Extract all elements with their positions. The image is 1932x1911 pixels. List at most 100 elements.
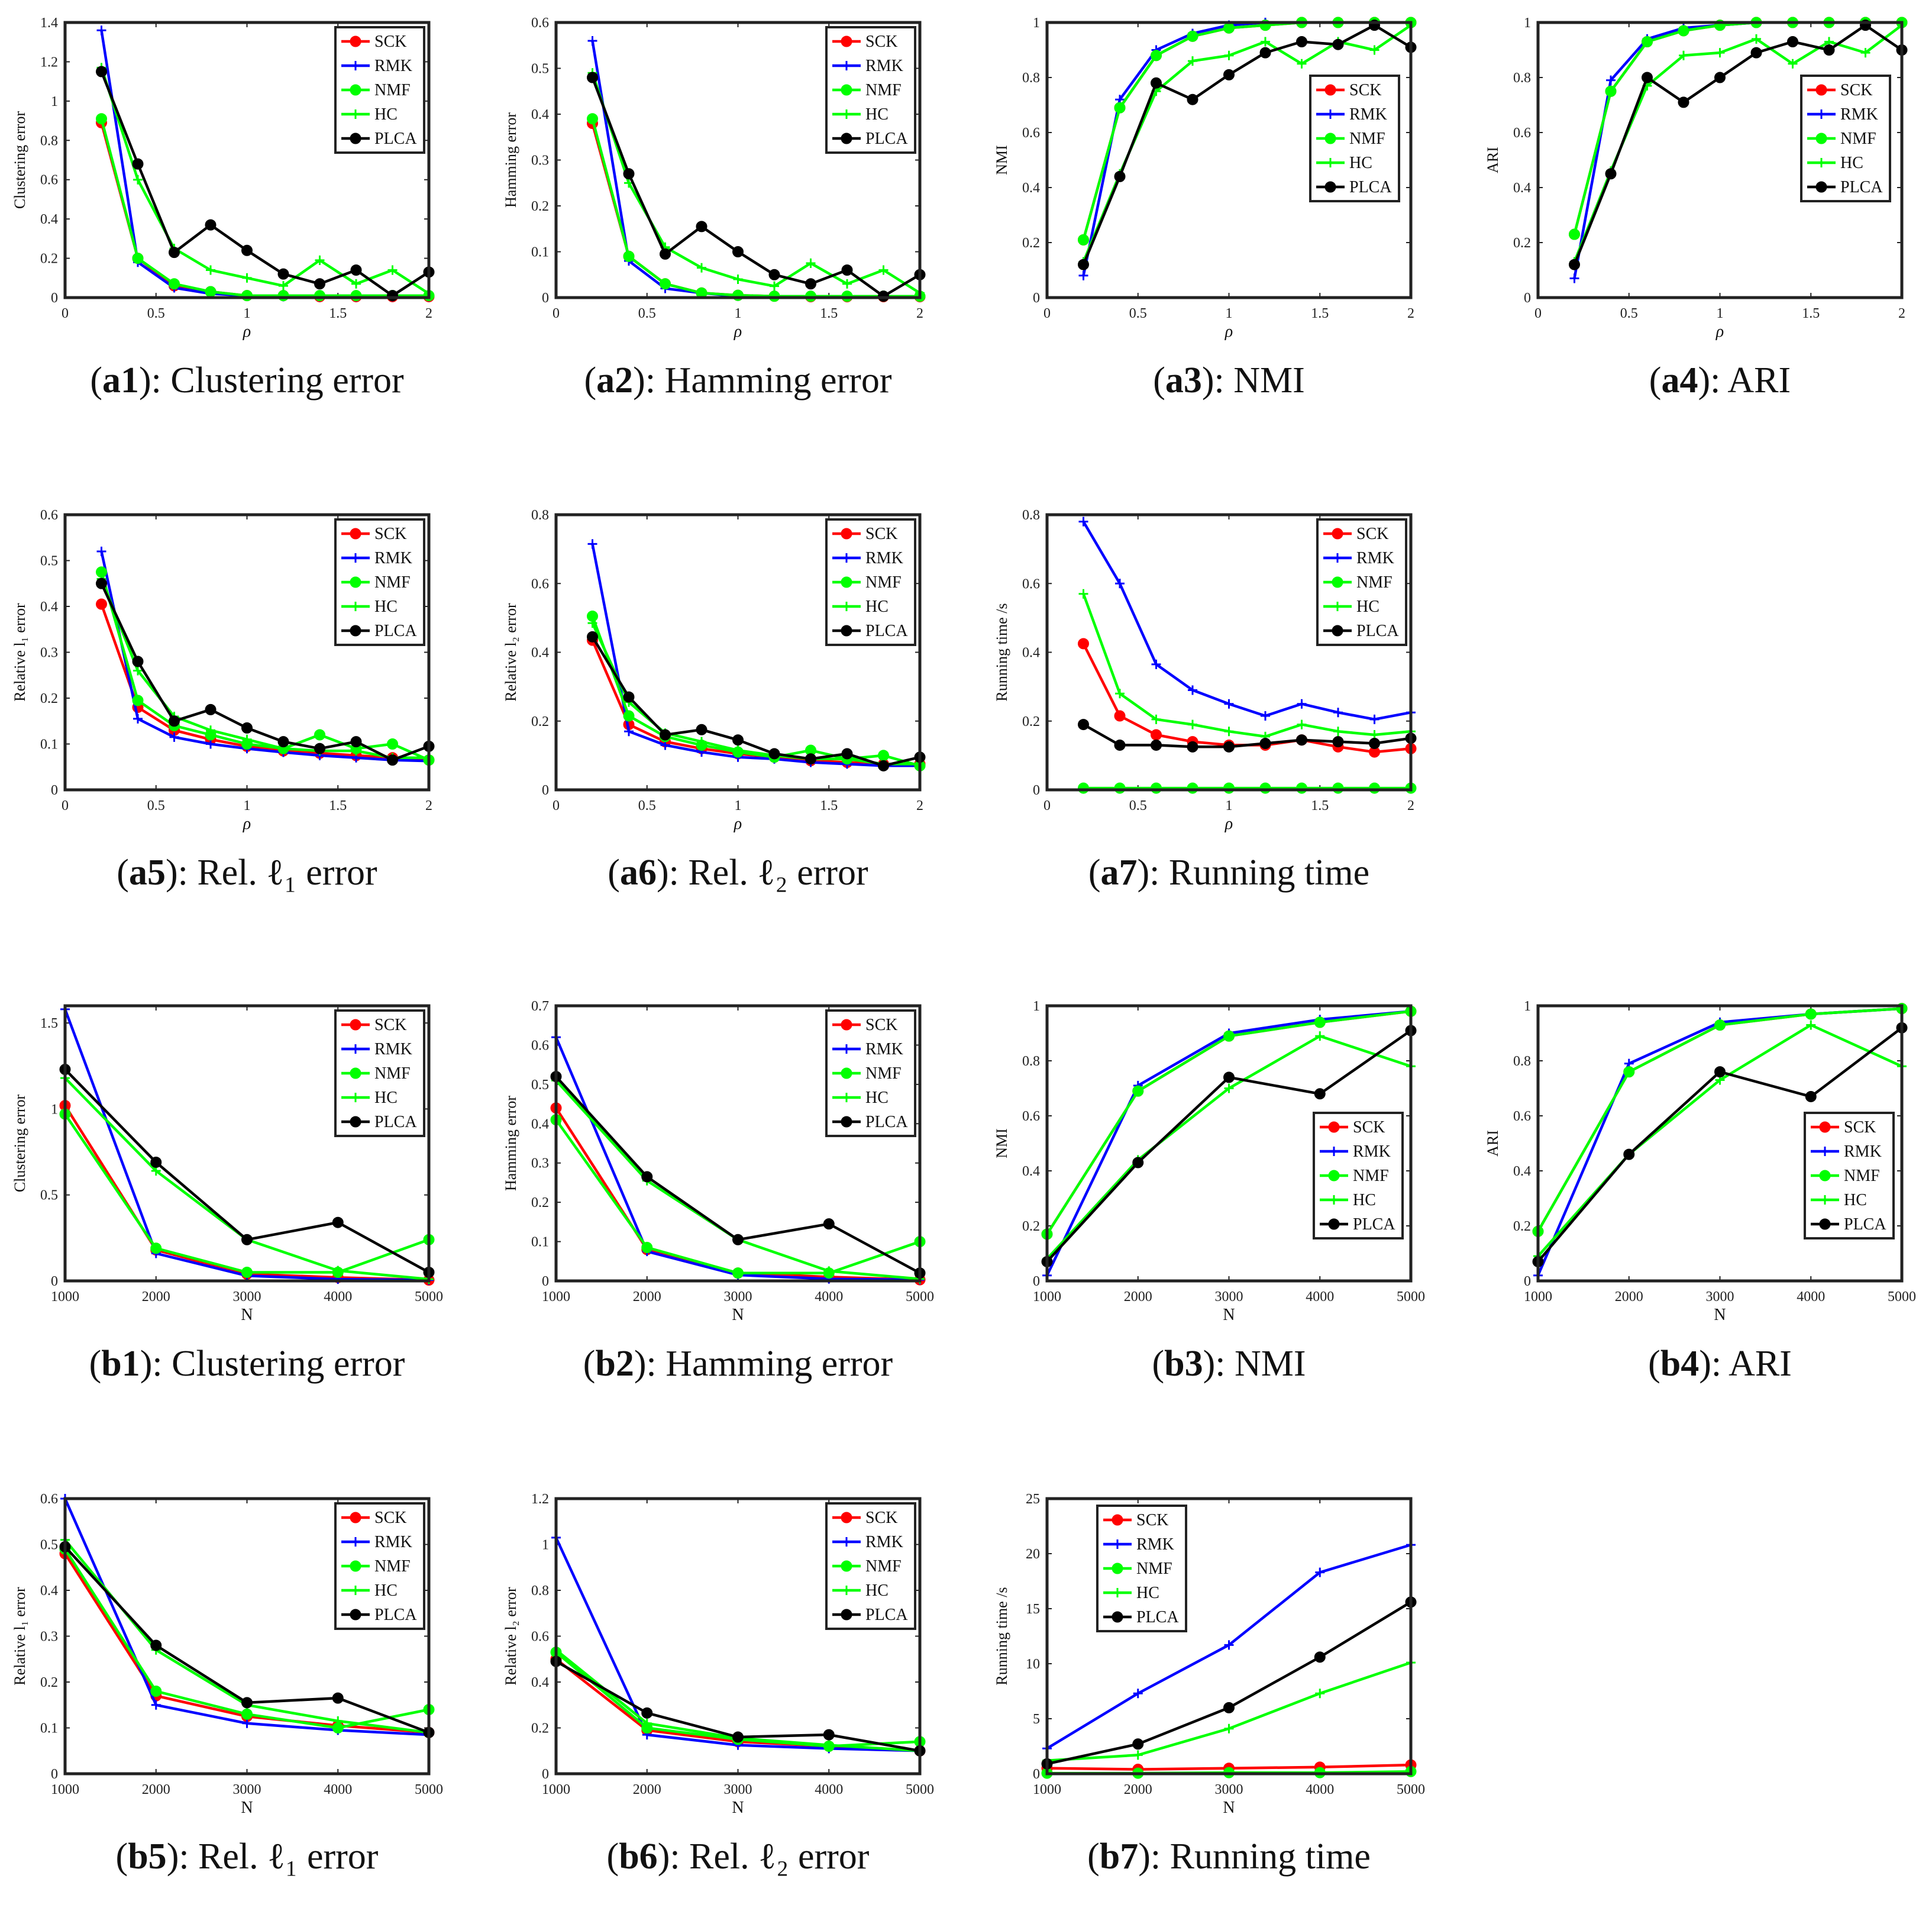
point-hc [1715, 48, 1725, 58]
legend-marker-plca [1328, 1218, 1340, 1230]
point-plca [1259, 738, 1271, 750]
point-hc [806, 258, 816, 268]
series-line-nmf [555, 1119, 920, 1274]
panel-caption: (b1): Clustering error [89, 1344, 405, 1384]
y-tick-label: 0.3 [531, 153, 549, 169]
legend-marker-plca [350, 1609, 361, 1621]
x-tick-label: 2000 [1124, 1782, 1152, 1797]
point-nmf [641, 1242, 653, 1254]
point-rmk [242, 1718, 252, 1728]
legend-label-plca: PLCA [1844, 1215, 1886, 1234]
y-axis-label: Clustering error [11, 111, 28, 209]
point-nmf [1332, 782, 1344, 794]
y-tick-label: 0.2 [531, 714, 549, 729]
point-hc [824, 1266, 834, 1276]
legend-label-sck: SCK [374, 525, 406, 543]
y-axis-label: Relative l₁ error [11, 603, 28, 702]
point-rmk [1606, 75, 1616, 85]
point-hc [824, 1740, 834, 1750]
legend-marker-sck [1819, 1121, 1831, 1133]
chart-b4: 1000 2000 3000 4000 5000 0 0.2 0.4 0.6 0.8 1 N ARI SC… [1484, 999, 1916, 1384]
legend-marker-plca [841, 1609, 852, 1621]
point-hc [1078, 589, 1088, 599]
legend-marker-hc [842, 1586, 851, 1595]
legend-marker-sck [841, 528, 852, 540]
point-plca [1332, 38, 1344, 50]
y-axis-label: Relative l₁ error [11, 1587, 28, 1686]
point-hc [878, 265, 889, 275]
y-tick-label: 0.2 [1513, 1219, 1531, 1234]
y-tick-label: 0.2 [531, 199, 549, 214]
point-hc [1297, 719, 1307, 729]
plot-frame [1536, 1004, 1904, 1283]
y-axis-label: Clustering error [11, 1094, 28, 1192]
point-plca [732, 246, 744, 257]
point-nmf [314, 729, 325, 741]
legend-label-hc: HC [865, 1581, 889, 1600]
x-tick-label: 0.5 [638, 306, 656, 321]
x-tick-label: 4000 [1306, 1289, 1334, 1305]
legend-marker-hc [351, 109, 360, 119]
point-nmf [1187, 782, 1198, 794]
point-plca [96, 66, 107, 78]
point-rmk [1315, 1567, 1325, 1577]
x-tick-label: 5000 [415, 1782, 443, 1797]
legend-label-sck: SCK [374, 1016, 406, 1034]
point-plca [1314, 1651, 1326, 1663]
legend-marker-hc [1817, 158, 1826, 167]
y-axis-label: NMI [993, 145, 1010, 175]
panel-caption: (b6): Rel. ℓ₂ error [607, 1836, 870, 1877]
x-axis-label: N [241, 1799, 253, 1817]
legend-marker-nmf [1332, 576, 1343, 588]
y-tick-label: 0.6 [1513, 125, 1531, 141]
legend-label-plca: PLCA [374, 622, 417, 640]
y-tick-label: 0.4 [1022, 645, 1040, 661]
legend-marker-rmk [351, 1044, 360, 1054]
panel-caption: (b3): NMI [1152, 1344, 1306, 1384]
legend-marker-rmk [1326, 109, 1335, 119]
point-rmk [1261, 711, 1270, 721]
series-group [550, 1532, 926, 1757]
legend-label-plca: PLCA [374, 1606, 417, 1624]
point-plca [805, 278, 816, 290]
legend-marker-plca [841, 1116, 852, 1128]
y-tick-label: 0.2 [1513, 235, 1531, 251]
y-tick-label: 0.2 [40, 691, 58, 706]
point-plca [350, 264, 362, 276]
legend-label-rmk: RMK [865, 549, 903, 567]
point-nmf [1187, 30, 1198, 42]
y-tick-label: 0.5 [531, 1077, 549, 1093]
x-tick-label: 3000 [724, 1782, 752, 1797]
y-tick-label: 0.3 [40, 645, 58, 661]
point-plca [696, 221, 707, 233]
point-rmk [1297, 699, 1307, 709]
legend-label-sck: SCK [1356, 525, 1388, 543]
point-nmf [241, 1708, 253, 1720]
y-tick-label: 0 [542, 783, 549, 798]
y-tick-label: 1.2 [40, 54, 58, 70]
legend-label-plca: PLCA [374, 130, 417, 148]
legend-marker-plca [350, 1116, 361, 1128]
plot-frame [1045, 1497, 1413, 1776]
point-plca [205, 219, 217, 231]
legend-marker-plca [841, 133, 852, 144]
x-tick-label: 1.5 [329, 798, 347, 814]
point-nmf [205, 286, 217, 298]
point-plca [1223, 741, 1235, 753]
legend-label-rmk: RMK [865, 57, 903, 75]
point-plca [132, 158, 144, 170]
x-tick-label: 0 [62, 306, 69, 321]
x-axis-label: ρ [734, 322, 742, 341]
x-tick-label: 4000 [815, 1289, 843, 1305]
legend-label-nmf: NMF [374, 1557, 411, 1576]
point-plca [205, 703, 217, 715]
legend-marker-plca [1112, 1611, 1123, 1623]
legend-marker-sck [841, 35, 852, 47]
legend-marker-hc [1326, 158, 1335, 167]
legend-marker-sck [841, 1019, 852, 1031]
point-hc [733, 745, 743, 756]
y-tick-label: 0.6 [531, 15, 549, 31]
plot-frame [554, 1004, 922, 1283]
y-tick-label: 0 [1033, 1767, 1040, 1782]
panel-caption: (b7): Running time [1087, 1836, 1371, 1877]
